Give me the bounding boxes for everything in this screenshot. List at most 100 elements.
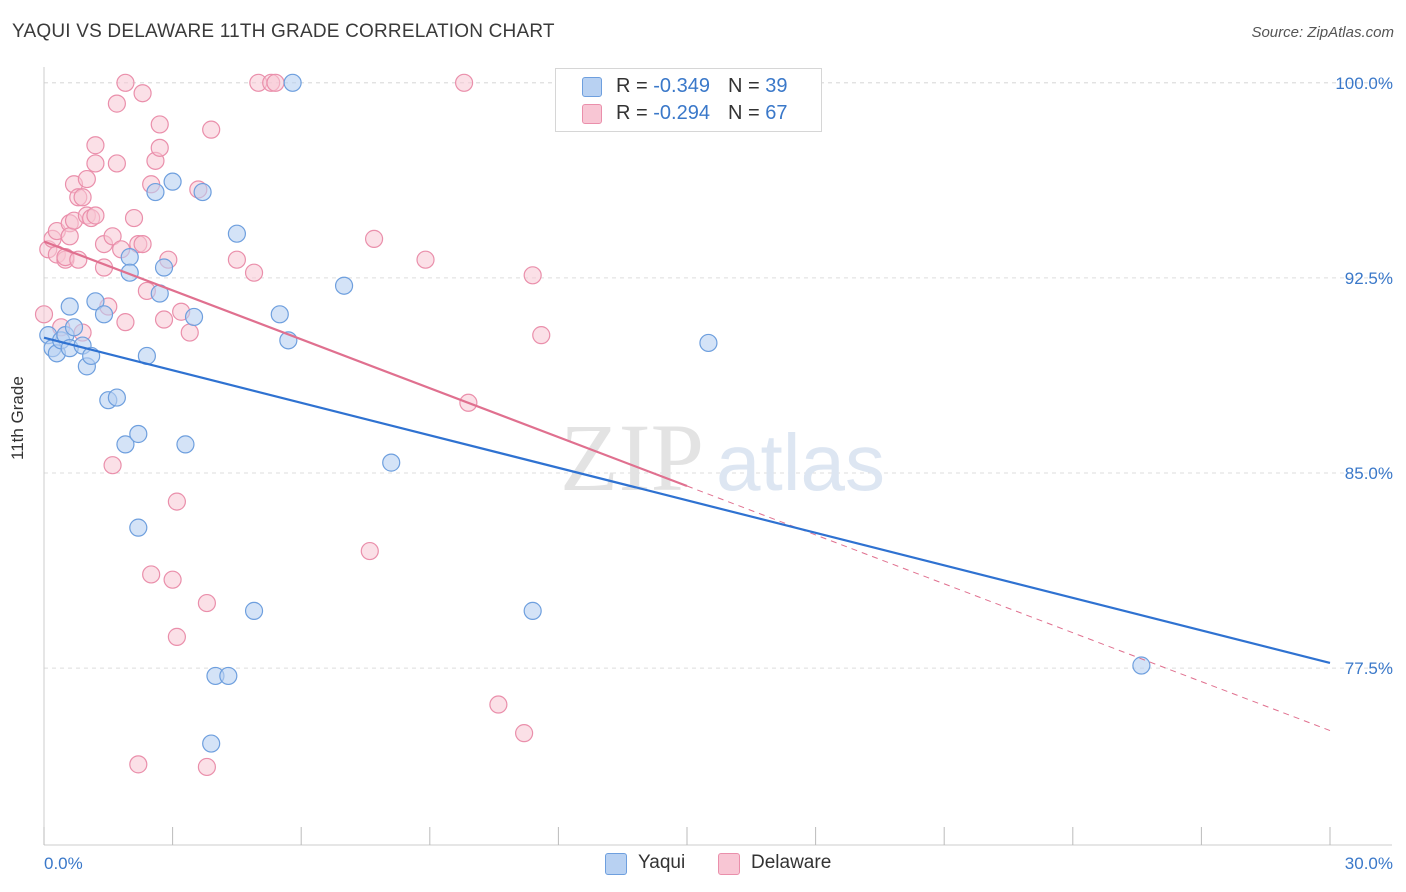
r-value: -0.349 xyxy=(653,75,710,97)
r-label: R = xyxy=(616,75,654,97)
yaqui-point xyxy=(129,424,148,444)
watermark-atlas: atlas xyxy=(716,418,885,507)
delaware-point xyxy=(154,310,174,329)
yaqui-point xyxy=(382,453,401,472)
delaware-point xyxy=(86,206,105,225)
chart-title: YAQUI VS DELAWARE 11TH GRADE CORRELATION… xyxy=(12,21,555,42)
delaware-legend-swatch xyxy=(718,853,740,875)
yaqui-point xyxy=(523,601,542,620)
y-tick-label: 77.5% xyxy=(1345,659,1393,678)
yaqui-point xyxy=(64,318,84,337)
delaware-point xyxy=(107,94,126,113)
yaqui-point xyxy=(120,263,139,282)
delaware-point xyxy=(34,305,54,324)
delaware-point xyxy=(167,492,186,511)
yaqui-trend-line xyxy=(43,336,1331,664)
n-label: N = xyxy=(727,75,766,97)
delaware-point xyxy=(523,266,542,285)
delaware-point xyxy=(150,115,169,134)
n-label: N = xyxy=(727,102,766,124)
delaware-point xyxy=(133,234,152,254)
delaware-point xyxy=(227,250,246,269)
r-label: R = xyxy=(616,102,654,124)
x-tick-label: 30.0% xyxy=(1345,854,1393,873)
yaqui-point xyxy=(116,435,135,454)
yaqui-point xyxy=(334,276,354,295)
delaware-point xyxy=(180,323,199,342)
delaware-points xyxy=(34,73,551,777)
delaware-point xyxy=(454,73,474,92)
delaware-trend-extension xyxy=(686,485,1331,732)
yaqui-point xyxy=(184,307,204,327)
yaqui-point xyxy=(699,333,718,353)
yaqui-point xyxy=(244,601,264,620)
yaqui-point xyxy=(163,172,182,191)
yaqui-point xyxy=(227,224,246,243)
delaware-point xyxy=(103,227,122,246)
trend-lines xyxy=(43,240,1331,732)
delaware-trend-line xyxy=(43,240,688,488)
delaware-point xyxy=(364,229,384,248)
n-value: 39 xyxy=(765,75,788,97)
delaware-point xyxy=(77,169,96,189)
delaware-point xyxy=(167,627,186,646)
yaqui-point xyxy=(60,297,79,316)
watermark-zip: ZIP xyxy=(560,404,704,511)
watermark: ZIP atlas xyxy=(560,404,885,511)
correlation-legend: R = -0.349 N = 39 R = -0.294 N = 67 xyxy=(555,68,822,132)
yaqui-legend-swatch xyxy=(605,853,627,875)
y-tick-label: 92.5% xyxy=(1345,269,1393,288)
delaware-legend-label: Delaware xyxy=(751,852,832,873)
delaware-point xyxy=(73,188,92,207)
yaqui-point xyxy=(193,182,212,202)
delaware-point xyxy=(202,120,221,139)
delaware-point xyxy=(103,456,122,475)
delaware-point xyxy=(129,755,148,774)
legend-text-delaware: R = -0.294 N = 67 xyxy=(616,102,787,125)
yaqui-point xyxy=(146,182,165,202)
legend-text-yaqui: R = -0.349 N = 39 xyxy=(616,75,787,98)
yaqui-swatch xyxy=(582,77,602,97)
delaware-point xyxy=(116,73,135,92)
delaware-point xyxy=(197,757,216,777)
yaqui-point xyxy=(1132,656,1151,675)
delaware-point xyxy=(60,227,79,246)
x-tick-label: 0.0% xyxy=(44,854,83,873)
delaware-point xyxy=(133,84,152,103)
delaware-point xyxy=(124,208,144,228)
yaqui-point xyxy=(283,73,302,92)
r-value: -0.294 xyxy=(653,102,710,124)
delaware-point xyxy=(107,154,126,173)
delaware-point xyxy=(86,136,105,155)
yaqui-point xyxy=(202,734,221,753)
delaware-point xyxy=(532,326,551,345)
yaqui-legend-label: Yaqui xyxy=(638,852,686,873)
y-tick-label: 85.0% xyxy=(1345,464,1393,483)
delaware-swatch xyxy=(582,104,602,124)
delaware-point xyxy=(197,593,216,613)
n-value: 67 xyxy=(765,102,788,124)
delaware-point xyxy=(489,695,508,714)
axes xyxy=(43,67,1392,846)
yaqui-point xyxy=(219,666,238,686)
delaware-point xyxy=(360,541,379,561)
tick-labels: 77.5% 85.0% 92.5% 100.0% 0.0% 30.0% xyxy=(44,74,1393,873)
source-label: Source: ZipAtlas.com xyxy=(1251,24,1394,41)
yaqui-point xyxy=(120,247,139,267)
yaqui-point xyxy=(86,292,105,311)
delaware-point xyxy=(515,724,534,743)
delaware-point xyxy=(163,570,182,589)
yaqui-point xyxy=(129,518,148,537)
delaware-point xyxy=(86,154,105,173)
yaqui-point xyxy=(107,388,126,407)
delaware-point xyxy=(142,565,161,584)
yaqui-point xyxy=(94,305,114,324)
y-tick-label: 100.0% xyxy=(1335,74,1393,93)
delaware-point xyxy=(244,263,264,282)
delaware-point xyxy=(416,250,435,269)
yaqui-point xyxy=(176,435,195,454)
yaqui-point xyxy=(154,258,174,277)
series-legend: Yaqui Delaware xyxy=(0,852,1406,878)
delaware-point xyxy=(266,73,285,92)
